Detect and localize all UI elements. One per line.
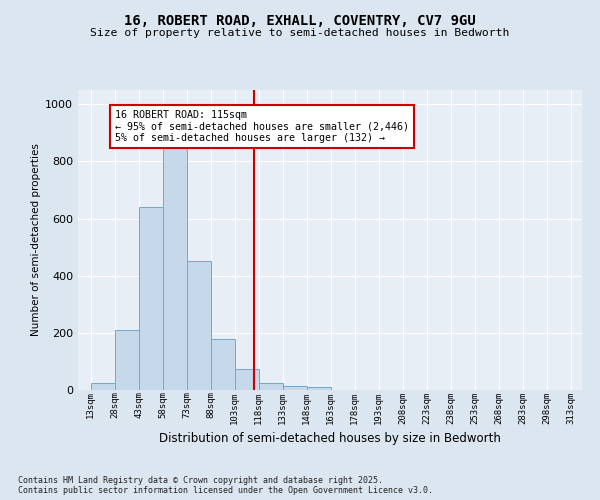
- Bar: [187, 262, 211, 390]
- Y-axis label: Number of semi-detached properties: Number of semi-detached properties: [31, 144, 41, 336]
- Bar: [211, 338, 235, 390]
- X-axis label: Distribution of semi-detached houses by size in Bedworth: Distribution of semi-detached houses by …: [159, 432, 501, 445]
- Bar: [115, 330, 139, 390]
- Bar: [259, 383, 283, 390]
- Text: Size of property relative to semi-detached houses in Bedworth: Size of property relative to semi-detach…: [91, 28, 509, 38]
- Bar: [163, 104, 187, 390]
- Bar: [91, 383, 115, 390]
- Text: 16, ROBERT ROAD, EXHALL, COVENTRY, CV7 9GU: 16, ROBERT ROAD, EXHALL, COVENTRY, CV7 9…: [124, 14, 476, 28]
- Bar: [139, 207, 163, 390]
- Bar: [283, 386, 307, 390]
- Bar: [235, 368, 259, 390]
- Text: Contains HM Land Registry data © Crown copyright and database right 2025.
Contai: Contains HM Land Registry data © Crown c…: [18, 476, 433, 495]
- Bar: [307, 387, 331, 390]
- Text: 16 ROBERT ROAD: 115sqm
← 95% of semi-detached houses are smaller (2,446)
5% of s: 16 ROBERT ROAD: 115sqm ← 95% of semi-det…: [115, 110, 409, 143]
